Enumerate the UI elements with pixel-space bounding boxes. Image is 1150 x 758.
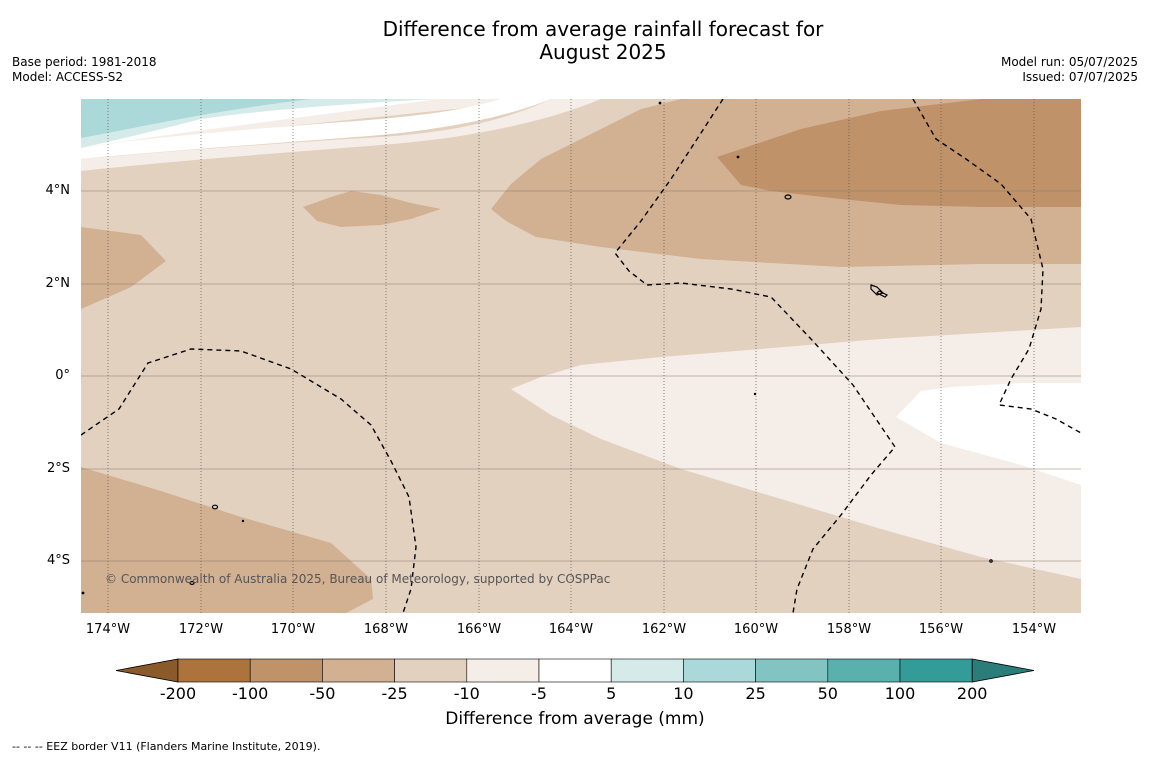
colorbar-cell <box>683 658 756 683</box>
region-teal-upper-left <box>81 99 311 138</box>
region-pale-band <box>81 99 601 171</box>
colorbar-tick-label: 5 <box>606 684 617 703</box>
colorbar-cells <box>115 658 1035 683</box>
region-brown-left-edge <box>81 227 166 309</box>
colorbar-tick-label: 10 <box>673 684 694 703</box>
lon-label-154w: 154°W <box>1011 622 1057 637</box>
lon-label-158w: 158°W <box>826 622 872 637</box>
lat-label-4s: 4°S <box>46 553 70 568</box>
colorbar <box>115 658 1035 683</box>
lon-label-172w: 172°W <box>178 622 224 637</box>
lat-label-0: 0° <box>55 368 70 383</box>
colorbar-tick-label: 200 <box>956 684 988 703</box>
lon-label-156w: 156°W <box>918 622 964 637</box>
region-white-east <box>896 383 1081 485</box>
eez-footnote: -- -- -- EEZ border V11 (Flanders Marine… <box>12 740 321 753</box>
eez-borders <box>80 98 1082 614</box>
colorbar-cell <box>322 658 395 683</box>
colorbar-cell <box>538 658 612 683</box>
colorbar-tick-label: -10 <box>453 684 480 703</box>
region-white-band <box>81 99 551 159</box>
colorbar-cell <box>249 658 323 683</box>
colorbar-extend-high <box>971 658 1035 683</box>
copyright-notice: © Commonwealth of Australia 2025, Bureau… <box>105 572 611 586</box>
colorbar-tick-label: 100 <box>884 684 916 703</box>
lat-label-2s: 2°S <box>46 461 70 476</box>
lon-label-164w: 164°W <box>548 622 594 637</box>
rainfall-map-svg <box>80 98 1082 614</box>
colorbar-tick-label: 50 <box>817 684 838 703</box>
map-title-line1: Difference from average rainfall forecas… <box>382 17 824 41</box>
meta-right: Model run: 05/07/2025 Issued: 07/07/2025 <box>1001 55 1138 85</box>
colorbar-tick-label: -5 <box>531 684 547 703</box>
colorbar-cell <box>610 658 684 683</box>
model-run: Model run: 05/07/2025 <box>1000 55 1138 69</box>
issued-date: Issued: 07/07/2025 <box>1022 70 1138 84</box>
meta-left: Base period: 1981-2018 Model: ACCESS-S2 <box>12 55 157 85</box>
colorbar-extend-low <box>115 658 179 683</box>
colorbar-cell <box>827 658 901 683</box>
map-title: Difference from average rainfall forecas… <box>0 18 1150 64</box>
model-name: Model: ACCESS-S2 <box>12 70 124 84</box>
region-brown-lower-left <box>81 467 373 613</box>
lat-gridlines <box>81 190 1081 562</box>
lon-label-168w: 168°W <box>363 622 409 637</box>
map-title-line2: August 2025 <box>539 40 667 64</box>
lon-label-174w: 174°W <box>85 622 131 637</box>
lon-label-166w: 166°W <box>456 622 502 637</box>
colorbar-tick-label: -50 <box>309 684 336 703</box>
colorbar-cell <box>755 658 829 683</box>
colorbar-cell <box>466 658 540 683</box>
lon-label-170w: 170°W <box>270 622 316 637</box>
rainfall-map <box>80 98 1082 614</box>
colorbar-title: Difference from average (mm) <box>445 709 705 729</box>
lon-label-162w: 162°W <box>641 622 687 637</box>
islands <box>81 101 993 595</box>
colorbar-tick-label: 25 <box>745 684 766 703</box>
region-brown-blob-center <box>303 191 441 227</box>
lon-label-160w: 160°W <box>733 622 779 637</box>
lat-label-2n: 2°N <box>45 276 71 291</box>
colorbar-cell <box>177 658 251 683</box>
colorbar-cell <box>394 658 468 683</box>
colorbar-tick-label: -200 <box>159 684 197 703</box>
colorbar-tick-label: -25 <box>381 684 408 703</box>
lat-label-4n: 4°N <box>45 183 71 198</box>
colorbar-cell <box>899 658 973 683</box>
region-dark-brown-upper-right <box>717 99 1081 207</box>
base-period: Base period: 1981-2018 <box>12 55 157 69</box>
colorbar-tick-label: -100 <box>232 684 269 703</box>
